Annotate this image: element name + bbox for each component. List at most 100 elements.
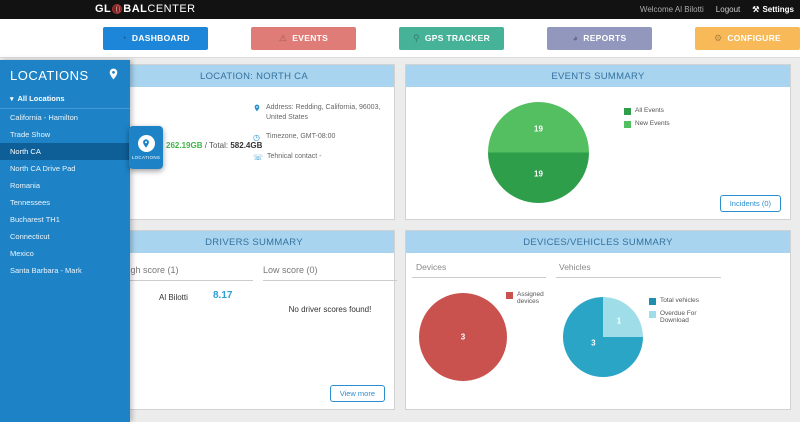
vehicles-overdue-value: 1 (616, 316, 622, 326)
phone-icon: ☏ (253, 152, 264, 162)
drivers-panel-body: High score (1) Low score (0) Al Bilotti … (114, 253, 397, 409)
vehicles-label: Vehicles (559, 262, 591, 272)
overdue-swatch (649, 311, 656, 318)
sidebar-item-label: North CA Drive Pad (10, 164, 76, 173)
tab-label: LOCATIONS (131, 155, 161, 160)
address-row: Address: Redding, California, 96003, Uni… (253, 103, 388, 123)
sidebar-item-label: Trade Show (10, 130, 51, 139)
sidebar-item-north-ca[interactable]: North CA (0, 143, 130, 160)
legend-overdue: Overdue For Download (649, 310, 711, 324)
locations-sidebar: LOCATIONS ▾ All Locations California - Ha… (0, 60, 130, 422)
sidebar-item-label: Romania (10, 181, 41, 190)
all-events-label: All Events (635, 107, 664, 114)
location-info: Address: Redding, California, 96003, Uni… (253, 103, 388, 172)
events-panel-body: 19 19 All Events New Events Incidents (0… (406, 87, 790, 219)
logo-text-mid: BAL (123, 3, 148, 15)
logo-text-left: GL (95, 3, 112, 15)
devices-pie-chart: 3 (419, 293, 507, 381)
nav-configure-label: CONFIGURE (727, 33, 782, 43)
sidebar-title: LOCATIONS (10, 67, 89, 83)
devices-panel-title: DEVICES/VEHICLES SUMMARY (406, 231, 790, 253)
nav-dashboard-label: DASHBOARD (131, 33, 190, 43)
sidebar-item-trade-show[interactable]: Trade Show (0, 126, 130, 143)
sidebar-item-label: North CA (10, 147, 41, 156)
clock-icon: ◷ (253, 132, 260, 142)
legend-assigned-devices: Assigned devices (506, 291, 566, 305)
overdue-label: Overdue For Download (660, 310, 697, 324)
nav-events[interactable]: ⚠ EVENTS (251, 26, 356, 50)
app-logo: GL BAL CENTER (95, 3, 196, 15)
sidebar-item-bucharest-th1[interactable]: Bucharest TH1 (0, 211, 130, 228)
logout-link[interactable]: Logout (715, 5, 741, 14)
map-pin-icon (137, 135, 155, 152)
location-panel-title: LOCATION: NORTH CA (114, 65, 394, 87)
sidebar-item-connecticut[interactable]: Connecticut (0, 228, 130, 245)
assigned-devices-label: Assigned devices (517, 291, 544, 305)
configure-icon: ⚙ (713, 32, 723, 43)
events-summary-panel: EVENTS SUMMARY 19 19 All Events New Even… (405, 64, 791, 220)
events-pie-chart: 19 19 (488, 102, 589, 203)
sidebar-item-north-ca-drive-pad[interactable]: North CA Drive Pad (0, 160, 130, 177)
devices-assigned-value: 3 (460, 332, 466, 342)
nav-events-label: EVENTS (292, 33, 329, 43)
drivers-summary-panel: DRIVERS SUMMARY High score (1) Low score… (113, 230, 397, 410)
sidebar-item-california-hamilton[interactable]: California - Hamilton (0, 109, 130, 126)
all-events-swatch (624, 108, 631, 115)
high-score-label: High score (1) (122, 265, 179, 275)
nav-reports-label: REPORTS (583, 33, 627, 43)
devices-label: Devices (416, 262, 447, 272)
sidebar-item-label: Connecticut (10, 232, 50, 241)
sidebar-item-label: Tennessees (10, 198, 51, 207)
new-events-label: New Events (635, 120, 670, 127)
sidebar-item-label: California - Hamilton (10, 113, 78, 122)
events-all-value: 19 (534, 169, 543, 179)
locations-toggle-tab[interactable]: LOCATIONS (129, 126, 163, 169)
settings-button[interactable]: ⚒ Settings (752, 5, 794, 14)
driver-score: 8.17 (213, 290, 233, 301)
driver-name[interactable]: Al Bilotti (159, 293, 188, 302)
warning-icon: ⚠ (278, 32, 288, 43)
sidebar-item-mexico[interactable]: Mexico (0, 245, 130, 262)
sidebar-item-label: All Locations (17, 94, 65, 103)
storage-used: 262.19GB (166, 141, 203, 150)
main-nav: ◔ DASHBOARD ⚠ EVENTS ⚲ GPS TRACKER ◕ REP… (0, 19, 800, 58)
nav-gps-label: GPS TRACKER (424, 33, 491, 43)
nav-reports[interactable]: ◕ REPORTS (547, 26, 652, 50)
nav-gps-tracker[interactable]: ⚲ GPS TRACKER (399, 26, 504, 50)
reports-icon: ◕ (572, 33, 579, 43)
sidebar-item-all-locations[interactable]: ▾ All Locations (0, 90, 130, 109)
vehicles-total-value: 3 (591, 338, 596, 348)
dashboard-icon: ◔ (121, 33, 127, 43)
storage-total: 582.4GB (230, 141, 263, 150)
settings-label: Settings (762, 5, 794, 14)
map-pin-icon (253, 103, 262, 123)
storage-usage: 262.19GB / Total: 582.4GB (166, 141, 262, 150)
sidebar-item-romania[interactable]: Romania (0, 177, 130, 194)
top-bar-actions: Welcome Al Bilotti Logout ⚒ Settings (640, 0, 794, 19)
view-more-button[interactable]: View more (329, 385, 385, 402)
devices-panel-body: Devices Vehicles 3 Assigned devices 3 1 … (406, 253, 790, 409)
incidents-button[interactable]: Incidents (0) (719, 195, 781, 212)
nav-configure[interactable]: ⚙ CONFIGURE (695, 26, 800, 50)
gps-icon: ⚲ (412, 32, 420, 43)
logo-text-suffix: CENTER (147, 3, 196, 15)
legend-total-vehicles: Total vehicles (649, 297, 711, 305)
sidebar-item-label: Bucharest TH1 (10, 215, 60, 224)
welcome-text: Welcome Al Bilotti (639, 5, 704, 14)
timezone-text: Timezone, GMT-08:00 (266, 132, 336, 140)
caret-down-icon: ▾ (10, 96, 14, 103)
sidebar-item-tennessees[interactable]: Tennessees (0, 194, 130, 211)
contact-text: Tehnical contact - (267, 152, 322, 160)
sidebar-item-santa-barbara-mark[interactable]: Santa Barbara - Mark (0, 262, 130, 279)
location-panel: LOCATION: NORTH CA 262.19GB / Total: 582… (113, 64, 395, 220)
location-panel-body: 262.19GB / Total: 582.4GB Address: Reddi… (114, 87, 394, 219)
nav-dashboard[interactable]: ◔ DASHBOARD (103, 26, 208, 50)
vehicles-legend: Total vehicles Overdue For Download (649, 297, 711, 324)
vehicles-pie-chart: 3 1 (563, 297, 643, 377)
total-vehicles-label: Total vehicles (660, 297, 700, 304)
contact-row: ☏ Tehnical contact - (253, 152, 388, 163)
high-score-rule (119, 280, 253, 281)
sidebar-item-label: Mexico (10, 249, 34, 258)
new-events-swatch (624, 121, 631, 128)
top-bar: GL BAL CENTER Welcome Al Bilotti Logout ⚒ … (0, 0, 800, 19)
